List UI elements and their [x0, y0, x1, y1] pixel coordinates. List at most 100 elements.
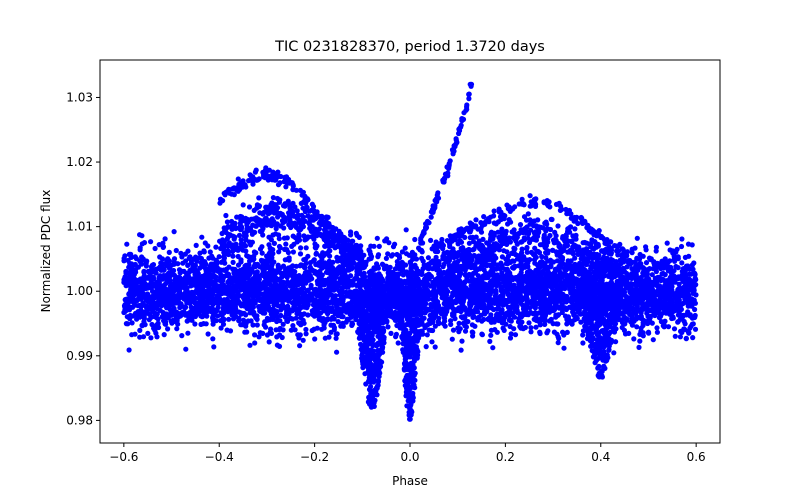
data-point [505, 298, 511, 304]
data-point [636, 256, 643, 262]
data-point [292, 277, 298, 283]
data-point [653, 268, 660, 275]
data-point [690, 335, 696, 341]
data-point [170, 301, 176, 307]
data-point [181, 268, 187, 274]
data-point [213, 244, 219, 250]
data-point [390, 252, 396, 258]
data-point [143, 303, 149, 309]
data-point [159, 256, 165, 262]
data-point [499, 262, 505, 268]
data-point [187, 254, 193, 260]
data-point [675, 319, 681, 325]
data-point [225, 279, 231, 285]
data-point [267, 245, 273, 251]
data-point [211, 344, 217, 350]
data-point [223, 272, 229, 279]
data-point [465, 319, 471, 325]
data-point [286, 311, 292, 317]
data-point [448, 318, 454, 324]
data-point [632, 292, 638, 298]
chart-title: TIC 0231828370, period 1.3720 days [274, 39, 545, 55]
data-point [490, 345, 496, 351]
data-point [288, 327, 294, 333]
data-point [570, 309, 576, 315]
data-point [442, 318, 448, 324]
data-point [488, 332, 494, 338]
data-point [200, 313, 206, 319]
data-point [274, 300, 280, 306]
data-point [253, 315, 259, 321]
data-point [216, 254, 222, 260]
data-point [254, 322, 260, 328]
data-point [208, 267, 214, 273]
data-point [449, 284, 455, 290]
data-point [271, 259, 277, 265]
data-point [215, 304, 221, 310]
data-point [525, 283, 531, 289]
data-point [537, 259, 544, 265]
data-point [386, 240, 392, 246]
data-point [273, 327, 279, 333]
data-point [682, 254, 689, 260]
data-point [276, 343, 283, 349]
data-point [207, 249, 213, 255]
data-point [650, 289, 656, 295]
data-point [277, 332, 283, 338]
data-point [192, 321, 198, 327]
data-point [300, 274, 307, 280]
data-point [259, 271, 265, 277]
data-point [149, 274, 155, 280]
data-point [486, 285, 492, 291]
data-point [296, 280, 302, 286]
data-point [290, 249, 296, 255]
data-point [277, 325, 283, 332]
data-point [149, 288, 156, 294]
data-point [200, 286, 206, 292]
data-point [165, 326, 171, 332]
data-point [230, 259, 236, 265]
data-point [326, 276, 332, 282]
data-point [499, 310, 505, 316]
data-point [129, 281, 135, 287]
data-point [187, 311, 193, 317]
data-point [575, 283, 581, 289]
data-point [429, 339, 435, 345]
data-point [281, 297, 287, 303]
data-point [420, 258, 426, 264]
data-point [205, 243, 211, 249]
data-point [125, 257, 131, 264]
data-point [228, 307, 234, 313]
data-point [168, 262, 174, 268]
data-point [186, 270, 192, 276]
data-point [186, 275, 192, 281]
data-point [277, 245, 283, 251]
data-point [636, 344, 642, 350]
data-point [137, 247, 143, 253]
data-point [244, 329, 250, 335]
data-point [634, 324, 640, 330]
data-point [486, 315, 492, 321]
data-point [148, 269, 154, 275]
data-point [403, 227, 409, 233]
data-point [526, 320, 532, 326]
data-point [669, 287, 675, 293]
data-point [258, 308, 264, 315]
data-point [435, 299, 441, 305]
data-point [266, 339, 272, 345]
data-point [385, 324, 391, 330]
data-point [486, 301, 492, 307]
data-point [218, 325, 224, 331]
data-point [184, 300, 190, 306]
data-point [205, 305, 211, 311]
data-point [143, 275, 149, 281]
data-point [254, 269, 260, 275]
data-point [493, 266, 499, 272]
data-point [419, 249, 425, 255]
data-point [165, 287, 171, 293]
data-point [683, 336, 689, 342]
data-point [692, 326, 699, 332]
data-point [572, 302, 578, 308]
data-point [137, 334, 143, 340]
data-point [637, 276, 643, 282]
